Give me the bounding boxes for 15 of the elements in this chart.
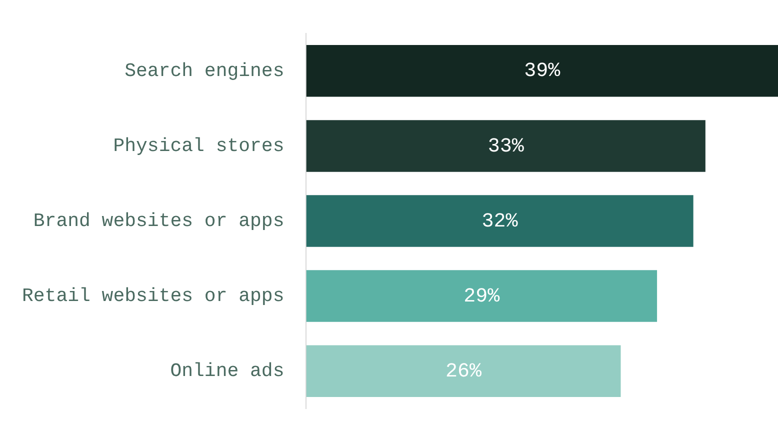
y-tick-label: Brand websites or apps [33, 210, 284, 232]
y-tick-label: Search engines [124, 60, 284, 82]
y-tick-label: Physical stores [113, 134, 284, 157]
data-label: 33% [488, 135, 525, 158]
y-tick-label: Online ads [170, 360, 284, 382]
bar [306, 195, 694, 247]
bar [306, 270, 658, 322]
data-label: 39% [524, 60, 562, 84]
bar [306, 45, 778, 97]
bar [306, 120, 706, 172]
data-label: 32% [482, 210, 519, 234]
data-label: 26% [445, 360, 482, 384]
y-tick-label: Retail websites or apps [22, 285, 284, 308]
bar [306, 345, 621, 397]
data-label: 29% [464, 285, 501, 308]
